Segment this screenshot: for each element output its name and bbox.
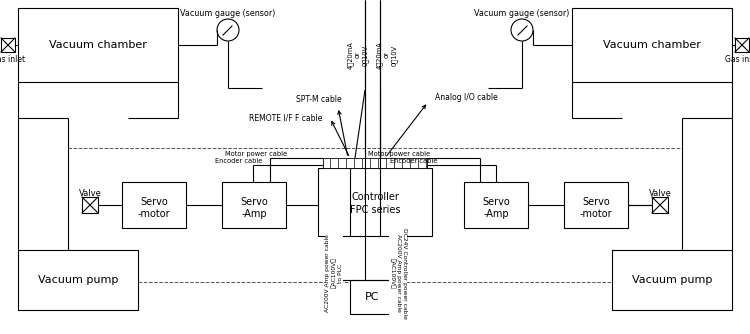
Text: Encoder cable: Encoder cable xyxy=(215,158,262,164)
Text: PC: PC xyxy=(364,292,380,302)
Text: Analog I/O cable: Analog I/O cable xyxy=(435,93,498,102)
Text: Gas inlet: Gas inlet xyxy=(0,54,25,63)
Text: Servo: Servo xyxy=(140,197,168,207)
Text: Servo: Servo xyxy=(582,197,610,207)
Bar xyxy=(652,197,668,213)
Text: Motor power cable: Motor power cable xyxy=(368,151,430,157)
Bar xyxy=(68,148,682,282)
Bar xyxy=(82,197,98,213)
Bar xyxy=(464,182,528,228)
Bar xyxy=(572,8,732,82)
Text: -Amp: -Amp xyxy=(483,209,508,219)
Text: -Amp: -Amp xyxy=(242,209,267,219)
Text: Vacuum gauge (sensor): Vacuum gauge (sensor) xyxy=(474,9,570,18)
Bar xyxy=(222,182,286,228)
Text: 4～20mA
or
0～10V: 4～20mA or 0～10V xyxy=(376,41,398,69)
Text: SPT-M cable: SPT-M cable xyxy=(296,96,342,105)
Text: Valve: Valve xyxy=(79,188,101,197)
Text: Controller: Controller xyxy=(351,192,399,202)
Bar xyxy=(18,8,178,82)
Text: Servo: Servo xyxy=(482,197,510,207)
Text: -motor: -motor xyxy=(580,209,612,219)
Text: Gas inlet: Gas inlet xyxy=(725,54,750,63)
Text: REMOTE I/F F cable: REMOTE I/F F cable xyxy=(248,114,322,123)
Bar xyxy=(323,158,427,168)
Text: Vacuum gauge (sensor): Vacuum gauge (sensor) xyxy=(180,9,276,18)
Text: Vacuum chamber: Vacuum chamber xyxy=(603,40,701,50)
Text: Vacuum chamber: Vacuum chamber xyxy=(49,40,147,50)
Text: Vacuum pump: Vacuum pump xyxy=(632,275,712,285)
Text: -motor: -motor xyxy=(138,209,170,219)
Bar xyxy=(350,280,394,314)
Bar xyxy=(318,168,432,236)
Text: Valve: Valve xyxy=(649,188,671,197)
Bar xyxy=(564,182,628,228)
Text: AC200V Amp power cable
（AC100V）
to PLC: AC200V Amp power cable （AC100V） to PLC xyxy=(326,234,343,312)
Text: DC24V Controller power cable
AC200V Amp power cable
（AC100V）: DC24V Controller power cable AC200V Amp … xyxy=(389,227,406,318)
Text: Vacuum pump: Vacuum pump xyxy=(38,275,118,285)
Text: FPC series: FPC series xyxy=(350,205,400,215)
Text: Encoder cable: Encoder cable xyxy=(390,158,437,164)
Bar xyxy=(18,250,138,310)
Text: 4～20mA
or
0～10V: 4～20mA or 0～10V xyxy=(347,41,368,69)
Text: Motor power cable: Motor power cable xyxy=(225,151,287,157)
Bar xyxy=(735,38,749,52)
Bar xyxy=(1,38,15,52)
Bar xyxy=(612,250,732,310)
Bar xyxy=(122,182,186,228)
Text: Servo: Servo xyxy=(240,197,268,207)
